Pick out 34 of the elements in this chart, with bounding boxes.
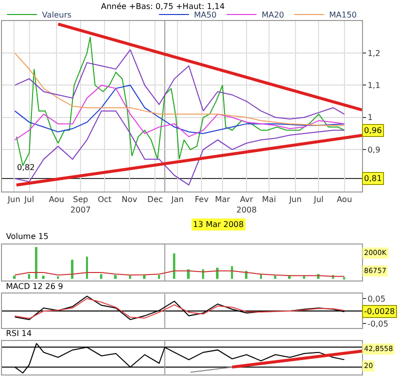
x-tick-label: Avr 2008 [236, 194, 257, 214]
y-tick-label: 1,2 [368, 48, 380, 58]
x-tick-label: Jan [170, 194, 184, 204]
x-tick-label: Sep 2007 [70, 194, 91, 214]
y-tick-label: 0,05 [368, 294, 386, 304]
legend-label: Valeurs [42, 10, 72, 20]
x-tick-label: Oct [98, 194, 112, 204]
y-tick-label: 1 [368, 113, 373, 122]
chart-title: MACD 12 26 9 [6, 282, 64, 291]
x-tick-label: Nov [122, 194, 138, 204]
x-tick-label: Aou [336, 194, 352, 204]
annotation: 0,82 [17, 163, 35, 172]
legend-label: MA20 [262, 10, 284, 20]
legend-label: MA150 [329, 10, 357, 20]
text: 13 Mar 2008 [193, 220, 244, 229]
x-tick-label: Mar [214, 194, 231, 204]
x-tick-label: Dec [147, 194, 163, 204]
x-tick-label: Jul [312, 194, 324, 204]
chart-title: Volume 15 [6, 232, 48, 241]
ref-line-label: 0,81 [364, 174, 382, 183]
legend-label: MA50 [194, 10, 217, 20]
x-tick-label: Aou [48, 194, 64, 204]
x-tick-label: Jul [23, 194, 34, 204]
x-tick-label: Fev [194, 194, 209, 204]
y-tick-label: 1,1 [368, 81, 380, 90]
x-tick-label: Jun [6, 194, 20, 204]
x-tick-label: Mai [262, 194, 276, 204]
y-tick-label: 0,9 [368, 145, 380, 154]
y-tick-label: -0,05 [368, 319, 388, 328]
annotation: 0,96 [364, 126, 382, 135]
annotation: -0,0028 [364, 307, 395, 316]
chart-title: RSI 14 [6, 329, 32, 338]
chart-subtitle: Année +Bas: 0,75 +Haut: 1,14 [101, 2, 225, 11]
x-tick-label: Jun [288, 194, 302, 204]
